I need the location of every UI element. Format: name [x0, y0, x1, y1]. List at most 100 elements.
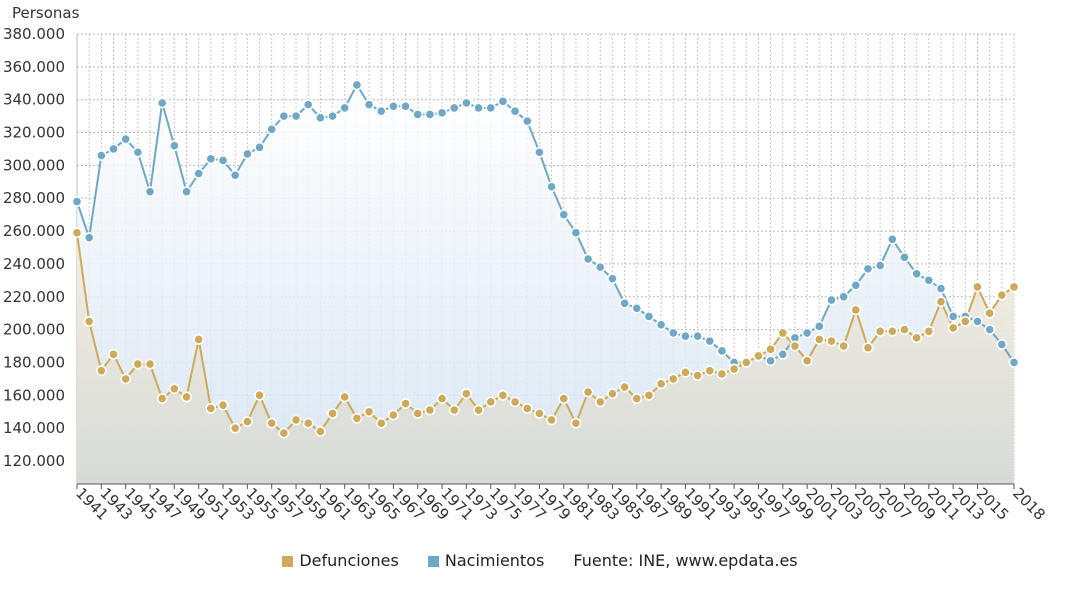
- point-defunciones-1989[interactable]: [655, 378, 667, 390]
- point-defunciones-1983[interactable]: [582, 386, 594, 398]
- point-nacimientos-1972[interactable]: [448, 102, 460, 114]
- point-defunciones-1963[interactable]: [339, 391, 351, 403]
- point-nacimientos-1979[interactable]: [534, 146, 545, 158]
- point-nacimientos-1947[interactable]: [144, 186, 156, 198]
- point-nacimientos-2008[interactable]: [886, 233, 898, 245]
- point-defunciones-1962[interactable]: [327, 407, 338, 419]
- point-nacimientos-2006[interactable]: [862, 263, 874, 275]
- point-nacimientos-1987[interactable]: [631, 302, 643, 314]
- point-defunciones-1955[interactable]: [241, 416, 253, 427]
- point-defunciones-1947[interactable]: [144, 358, 156, 370]
- point-defunciones-2006[interactable]: [862, 342, 874, 354]
- point-nacimientos-1994[interactable]: [716, 345, 728, 357]
- point-defunciones-1967[interactable]: [387, 409, 399, 421]
- legend-item-defunciones[interactable]: Defunciones: [282, 551, 399, 570]
- point-defunciones-1986[interactable]: [619, 381, 630, 393]
- point-nacimientos-1958[interactable]: [278, 110, 290, 122]
- point-nacimientos-1998[interactable]: [765, 355, 777, 367]
- point-nacimientos-1974[interactable]: [473, 102, 484, 114]
- point-nacimientos-2015[interactable]: [972, 316, 983, 327]
- point-nacimientos-1999[interactable]: [777, 348, 789, 360]
- point-nacimientos-1970[interactable]: [424, 109, 436, 120]
- point-defunciones-1987[interactable]: [631, 393, 643, 404]
- point-defunciones-1964[interactable]: [351, 412, 363, 424]
- point-nacimientos-1967[interactable]: [387, 100, 399, 112]
- point-nacimientos-1993[interactable]: [704, 335, 716, 347]
- legend-item-nacimientos[interactable]: Nacimientos: [427, 551, 544, 570]
- point-nacimientos-1953[interactable]: [217, 155, 229, 166]
- point-defunciones-1978[interactable]: [521, 403, 533, 414]
- point-nacimientos-1980[interactable]: [546, 181, 557, 193]
- point-defunciones-1965[interactable]: [363, 406, 375, 418]
- point-defunciones-2002[interactable]: [813, 334, 825, 345]
- point-defunciones-1973[interactable]: [460, 388, 472, 400]
- point-defunciones-1991[interactable]: [680, 366, 691, 378]
- point-defunciones-1948[interactable]: [156, 393, 168, 404]
- point-defunciones-1966[interactable]: [375, 417, 387, 429]
- point-defunciones-2012[interactable]: [935, 296, 947, 308]
- point-defunciones-1951[interactable]: [193, 334, 205, 345]
- point-nacimientos-1971[interactable]: [436, 107, 448, 119]
- point-nacimientos-1982[interactable]: [570, 227, 582, 239]
- point-defunciones-1956[interactable]: [254, 389, 265, 401]
- point-defunciones-2016[interactable]: [984, 307, 996, 319]
- point-defunciones-2003[interactable]: [826, 335, 837, 347]
- point-defunciones-1977[interactable]: [509, 396, 521, 408]
- point-nacimientos-1973[interactable]: [460, 97, 472, 109]
- point-defunciones-1995[interactable]: [728, 363, 740, 375]
- point-defunciones-2015[interactable]: [972, 281, 983, 293]
- point-nacimientos-1955[interactable]: [241, 148, 253, 160]
- point-defunciones-1959[interactable]: [290, 414, 302, 426]
- point-nacimientos-1975[interactable]: [485, 102, 497, 114]
- point-nacimientos-2001[interactable]: [801, 327, 813, 339]
- point-nacimientos-2018[interactable]: [1008, 357, 1020, 368]
- point-nacimientos-2007[interactable]: [874, 260, 886, 271]
- point-nacimientos-1986[interactable]: [619, 297, 630, 309]
- point-defunciones-1957[interactable]: [266, 417, 278, 429]
- point-nacimientos-2009[interactable]: [899, 251, 910, 263]
- point-defunciones-1950[interactable]: [181, 391, 192, 403]
- point-defunciones-2011[interactable]: [923, 325, 935, 337]
- point-nacimientos-1978[interactable]: [521, 115, 533, 127]
- point-nacimientos-1951[interactable]: [193, 168, 205, 179]
- point-nacimientos-2016[interactable]: [984, 324, 996, 336]
- point-nacimientos-1976[interactable]: [497, 95, 509, 107]
- point-nacimientos-2011[interactable]: [923, 274, 935, 286]
- point-nacimientos-2010[interactable]: [911, 268, 923, 280]
- point-nacimientos-1991[interactable]: [680, 330, 691, 342]
- point-defunciones-1972[interactable]: [448, 404, 460, 416]
- point-nacimientos-2004[interactable]: [838, 291, 850, 303]
- point-defunciones-2010[interactable]: [911, 332, 923, 344]
- point-nacimientos-1956[interactable]: [254, 141, 265, 153]
- point-nacimientos-1965[interactable]: [363, 99, 375, 111]
- point-defunciones-1952[interactable]: [205, 403, 217, 414]
- point-nacimientos-1943[interactable]: [95, 150, 107, 161]
- point-defunciones-1941[interactable]: [71, 227, 83, 239]
- point-defunciones-2008[interactable]: [886, 325, 898, 337]
- point-nacimientos-2012[interactable]: [935, 283, 947, 294]
- point-defunciones-1982[interactable]: [570, 417, 582, 429]
- point-nacimientos-1966[interactable]: [375, 105, 387, 117]
- point-defunciones-1979[interactable]: [534, 407, 545, 419]
- point-defunciones-1974[interactable]: [473, 404, 484, 416]
- point-defunciones-2000[interactable]: [789, 340, 801, 352]
- point-nacimientos-1961[interactable]: [314, 112, 326, 124]
- point-defunciones-1996[interactable]: [740, 357, 752, 368]
- point-nacimientos-1963[interactable]: [339, 102, 351, 114]
- point-nacimientos-1945[interactable]: [120, 133, 132, 145]
- point-defunciones-1976[interactable]: [497, 389, 509, 401]
- point-defunciones-1953[interactable]: [217, 399, 229, 411]
- point-defunciones-1999[interactable]: [777, 327, 789, 339]
- point-defunciones-1945[interactable]: [120, 373, 132, 385]
- point-defunciones-1958[interactable]: [278, 427, 290, 439]
- point-nacimientos-2017[interactable]: [996, 338, 1008, 350]
- point-defunciones-2009[interactable]: [899, 324, 910, 336]
- point-nacimientos-1981[interactable]: [558, 209, 570, 221]
- point-nacimientos-2003[interactable]: [826, 294, 837, 306]
- point-nacimientos-1944[interactable]: [108, 143, 119, 155]
- point-defunciones-1975[interactable]: [485, 396, 497, 408]
- point-nacimientos-1946[interactable]: [132, 146, 144, 158]
- point-nacimientos-2005[interactable]: [850, 279, 862, 291]
- point-defunciones-1997[interactable]: [753, 350, 764, 362]
- point-nacimientos-1969[interactable]: [412, 109, 424, 120]
